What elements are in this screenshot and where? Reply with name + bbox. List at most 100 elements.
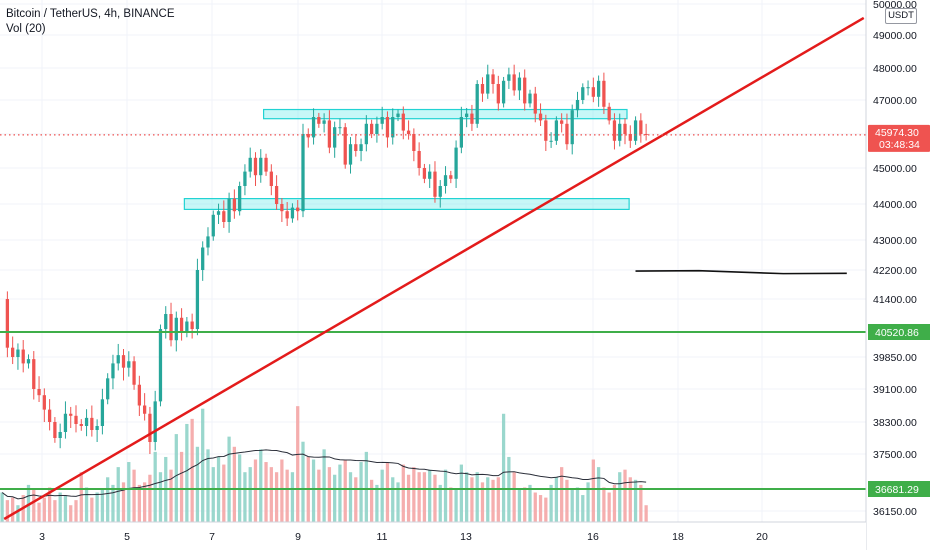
price-axis-bg <box>866 0 932 550</box>
volume-bar <box>333 474 337 523</box>
candle-body <box>602 80 606 107</box>
volume-bar <box>253 459 258 523</box>
volume-bar <box>380 469 384 523</box>
candle-body <box>586 87 590 89</box>
volume-bar <box>470 477 474 523</box>
candle-body <box>100 399 105 426</box>
volume-bar <box>575 487 580 523</box>
price-tick-label: 49000.00 <box>873 30 917 42</box>
volume-bar <box>232 446 237 523</box>
resistance-zone[interactable] <box>183 198 630 211</box>
volume-bar <box>132 469 136 523</box>
volume-bar <box>396 482 400 523</box>
volume-bar <box>644 505 648 523</box>
volume-bar <box>111 484 115 523</box>
trend-line[interactable] <box>3 16 865 521</box>
candle-body <box>63 413 68 432</box>
candle-body <box>211 214 215 237</box>
candle-body <box>106 378 110 400</box>
volume-bar <box>639 484 643 523</box>
volume-bar <box>211 467 215 523</box>
price-axis[interactable]: 50000.0049000.0048000.0047000.0046000.00… <box>865 0 932 550</box>
volume-bar <box>95 492 99 523</box>
currency-button[interactable]: USDT <box>885 8 917 24</box>
volume-bar <box>459 464 464 523</box>
volume-bar <box>142 482 147 523</box>
countdown-label: 03:48:34 <box>879 139 920 151</box>
candle-body <box>116 355 120 364</box>
candle-body <box>153 401 157 442</box>
price-tick-label: 44000.00 <box>873 199 917 211</box>
freehand-drawing[interactable] <box>635 269 847 275</box>
volume-bar <box>533 492 537 523</box>
volume-bar <box>438 484 442 523</box>
candle-body <box>322 120 326 124</box>
candle-body <box>306 134 310 138</box>
candle-body <box>428 171 432 179</box>
volume-bar <box>264 462 268 523</box>
volume-bar <box>11 497 15 523</box>
candle-body <box>375 123 379 134</box>
candle-body <box>74 415 78 424</box>
candle-body <box>406 130 411 134</box>
candle-body <box>517 77 522 91</box>
volume-bar <box>322 449 326 523</box>
volume-bar <box>121 482 126 523</box>
volume-bar <box>412 467 416 523</box>
volume-bar <box>0 492 4 523</box>
volume-bar <box>296 406 300 523</box>
candle-body <box>42 395 46 410</box>
candle-body <box>148 413 152 442</box>
candle-body <box>343 127 347 165</box>
volume-ma-line <box>1 449 647 500</box>
level-label: 40520.86 <box>875 327 919 339</box>
volume-bar <box>401 464 405 523</box>
symbol-title[interactable]: Bitcoin / TetherUS, 4h, BINANCE <box>6 8 175 20</box>
candle-body <box>570 110 574 145</box>
time-axis[interactable]: 3 5 7 9 11 13 16 18 20 <box>0 521 866 550</box>
time-tick-label: 13 <box>460 531 472 543</box>
level-badge[interactable] <box>868 324 930 340</box>
volume-bar <box>480 482 485 523</box>
volume-bar <box>227 436 231 523</box>
level-badge[interactable] <box>868 481 930 497</box>
candle-body <box>53 422 57 438</box>
candle-body <box>296 207 300 212</box>
volume-bar <box>137 484 141 523</box>
time-tick-label: 18 <box>672 531 684 543</box>
candle-body <box>58 432 62 438</box>
candle-body <box>470 113 474 124</box>
volume-bar <box>596 467 601 523</box>
resistance-zone[interactable] <box>263 108 628 120</box>
candle-body <box>396 113 400 117</box>
candle-body <box>90 417 94 430</box>
candle-body <box>364 123 368 145</box>
last-price-badge[interactable] <box>868 124 930 152</box>
volume-bar <box>5 500 10 523</box>
drawing-layer[interactable] <box>0 16 866 521</box>
time-tick-label: 20 <box>756 531 768 543</box>
volume-bar <box>317 469 321 523</box>
candle-body <box>26 359 31 364</box>
candle-body <box>201 247 205 270</box>
price-tick-label: 39100.00 <box>873 384 917 396</box>
candle-body <box>496 84 500 104</box>
candle-body <box>21 349 25 364</box>
volume-bar <box>560 467 564 523</box>
candle-body <box>317 117 321 124</box>
volume-bar <box>16 505 20 523</box>
candle-body <box>206 236 210 248</box>
volume-bar <box>554 477 559 523</box>
volume-bar <box>602 487 606 523</box>
volume-bar <box>327 467 332 523</box>
candle-body <box>591 87 595 97</box>
candle-body <box>443 175 448 186</box>
volume-bar <box>607 492 611 523</box>
candle-body <box>401 113 405 131</box>
candle-body <box>216 211 221 215</box>
volume-indicator-label[interactable]: Vol (20) <box>6 23 46 35</box>
volume-bar <box>69 505 73 523</box>
time-tick-label: 3 <box>39 531 45 543</box>
volume-bar <box>280 459 284 523</box>
